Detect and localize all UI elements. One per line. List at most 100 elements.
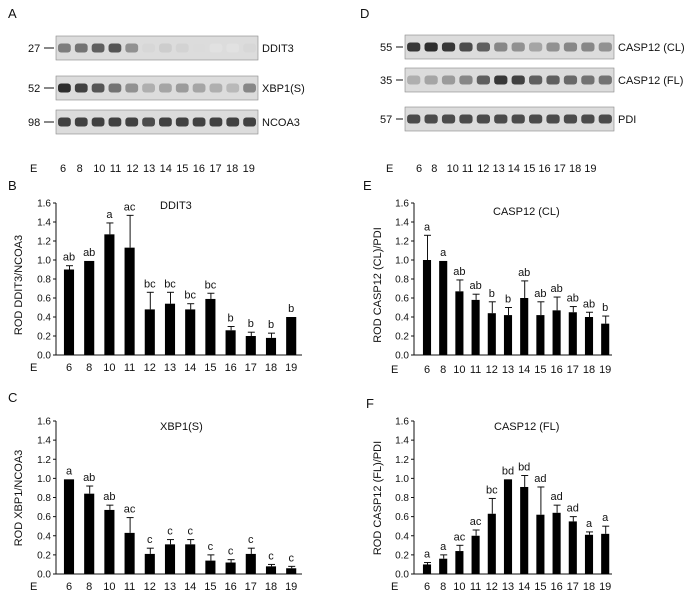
blot-band (243, 43, 256, 53)
significance-label: a (440, 541, 447, 553)
y-tick-label: 0.8 (37, 275, 51, 286)
significance-label: b (288, 303, 294, 315)
blot-band (511, 75, 525, 85)
x-tick-label: 15 (204, 362, 216, 374)
chart-e: E CASP12 (CL) ROD CASP12 (CL)/PDI E 0.0 0… (363, 178, 612, 376)
bar (601, 533, 610, 574)
bar (104, 234, 115, 355)
significance-label: ab (453, 266, 465, 278)
blot-band (476, 75, 490, 85)
blot-band (476, 114, 490, 124)
y-tick-label: 0.4 (37, 313, 51, 324)
bar (536, 514, 545, 574)
blot-band (459, 114, 473, 124)
lane-prefix-a: E (30, 163, 37, 175)
y-tick-label: 0.4 (37, 531, 51, 542)
chart-e-xprefix: E (391, 364, 398, 376)
blot-mw-label: 27 (28, 43, 40, 55)
blot-band (494, 42, 508, 52)
blot-lane-label: 14 (160, 163, 172, 175)
significance-label: b (505, 294, 511, 306)
x-tick-label: 19 (599, 364, 611, 376)
significance-label: c (187, 526, 193, 538)
x-tick-label: 10 (453, 581, 465, 593)
x-tick-label: 8 (86, 362, 92, 374)
x-tick-label: 17 (567, 581, 579, 593)
blot-lane-label: 8 (431, 163, 437, 175)
chart-b: B DDIT3 ROD DDIT3/NCOA3 E 0.0 0.2 0.4 0.6 0.… (8, 178, 302, 374)
bar (439, 558, 448, 574)
blot-band (529, 42, 543, 52)
y-tick-label: 1.0 (37, 256, 51, 267)
blot-band (407, 114, 421, 124)
y-tick-label: 0.6 (37, 512, 51, 523)
blot-band (424, 114, 438, 124)
bar (185, 309, 196, 355)
y-tick-label: 0.0 (37, 351, 51, 362)
significance-label: ab (534, 288, 546, 300)
blot-band (441, 42, 456, 52)
bar (265, 566, 277, 574)
blot-band (192, 83, 206, 93)
y-tick-label: 1.0 (37, 474, 51, 485)
blot-band (598, 42, 612, 52)
blot-band (108, 117, 122, 127)
bar (503, 479, 513, 574)
significance-label: ab (567, 293, 579, 305)
x-tick-label: 6 (424, 581, 430, 593)
x-tick-label: 18 (265, 362, 277, 374)
significance-label: a (586, 518, 593, 530)
bar (568, 521, 577, 574)
blot-protein-label: CASP12 (FL) (618, 75, 683, 87)
bar (124, 532, 135, 574)
bar (568, 312, 577, 355)
blot-lane-label: 15 (523, 163, 535, 175)
blot-lane-label: 6 (60, 163, 66, 175)
blot-band (175, 43, 189, 53)
blot-band (192, 117, 206, 127)
x-tick-label: 18 (583, 364, 595, 376)
bar (225, 562, 236, 574)
blot-protein-label: CASP12 (CL) (618, 42, 685, 54)
blot-lane-label: 11 (462, 163, 473, 175)
bar (422, 564, 432, 574)
bar (245, 336, 256, 355)
blot-lane-label: 12 (477, 163, 489, 175)
chart-b-title: DDIT3 (160, 200, 192, 212)
chart-f-ylabel: ROD CASP12 (FL)/PDI (372, 441, 384, 555)
chart-f-xprefix: E (391, 581, 398, 593)
x-tick-label: 12 (486, 581, 498, 593)
blot-band (175, 83, 189, 93)
y-tick-label: 1.6 (395, 417, 409, 428)
y-tick-label: 0.0 (395, 570, 409, 581)
significance-label: bc (486, 484, 498, 496)
x-tick-label: 15 (534, 581, 546, 593)
panel-letter-e: E (363, 178, 372, 193)
significance-label: ad (534, 473, 546, 485)
x-tick-label: 11 (124, 581, 135, 593)
blot-band (142, 117, 155, 127)
x-tick-label: 6 (424, 364, 430, 376)
chart-e-ylabel: ROD CASP12 (CL)/PDI (372, 227, 384, 343)
significance-label: ac (124, 504, 136, 516)
bar (63, 269, 75, 355)
y-tick-label: 1.4 (37, 436, 51, 447)
blot-band (226, 43, 240, 53)
x-tick-label: 10 (103, 362, 115, 374)
significance-label: c (248, 534, 254, 546)
blot-band (58, 43, 71, 53)
x-tick-label: 12 (144, 362, 156, 374)
significance-label: ab (550, 283, 562, 295)
y-tick-label: 1.0 (395, 256, 409, 267)
bar (185, 544, 196, 574)
blot-band (125, 43, 139, 53)
significance-label: c (208, 541, 214, 553)
blot-band (243, 83, 256, 93)
y-tick-label: 0.0 (395, 351, 409, 362)
bar (455, 291, 464, 355)
significance-label: ab (469, 280, 481, 292)
blot-band (108, 43, 122, 53)
blot-band (529, 114, 543, 124)
blot-mw-label: 57 (380, 114, 392, 126)
x-tick-label: 19 (599, 581, 611, 593)
